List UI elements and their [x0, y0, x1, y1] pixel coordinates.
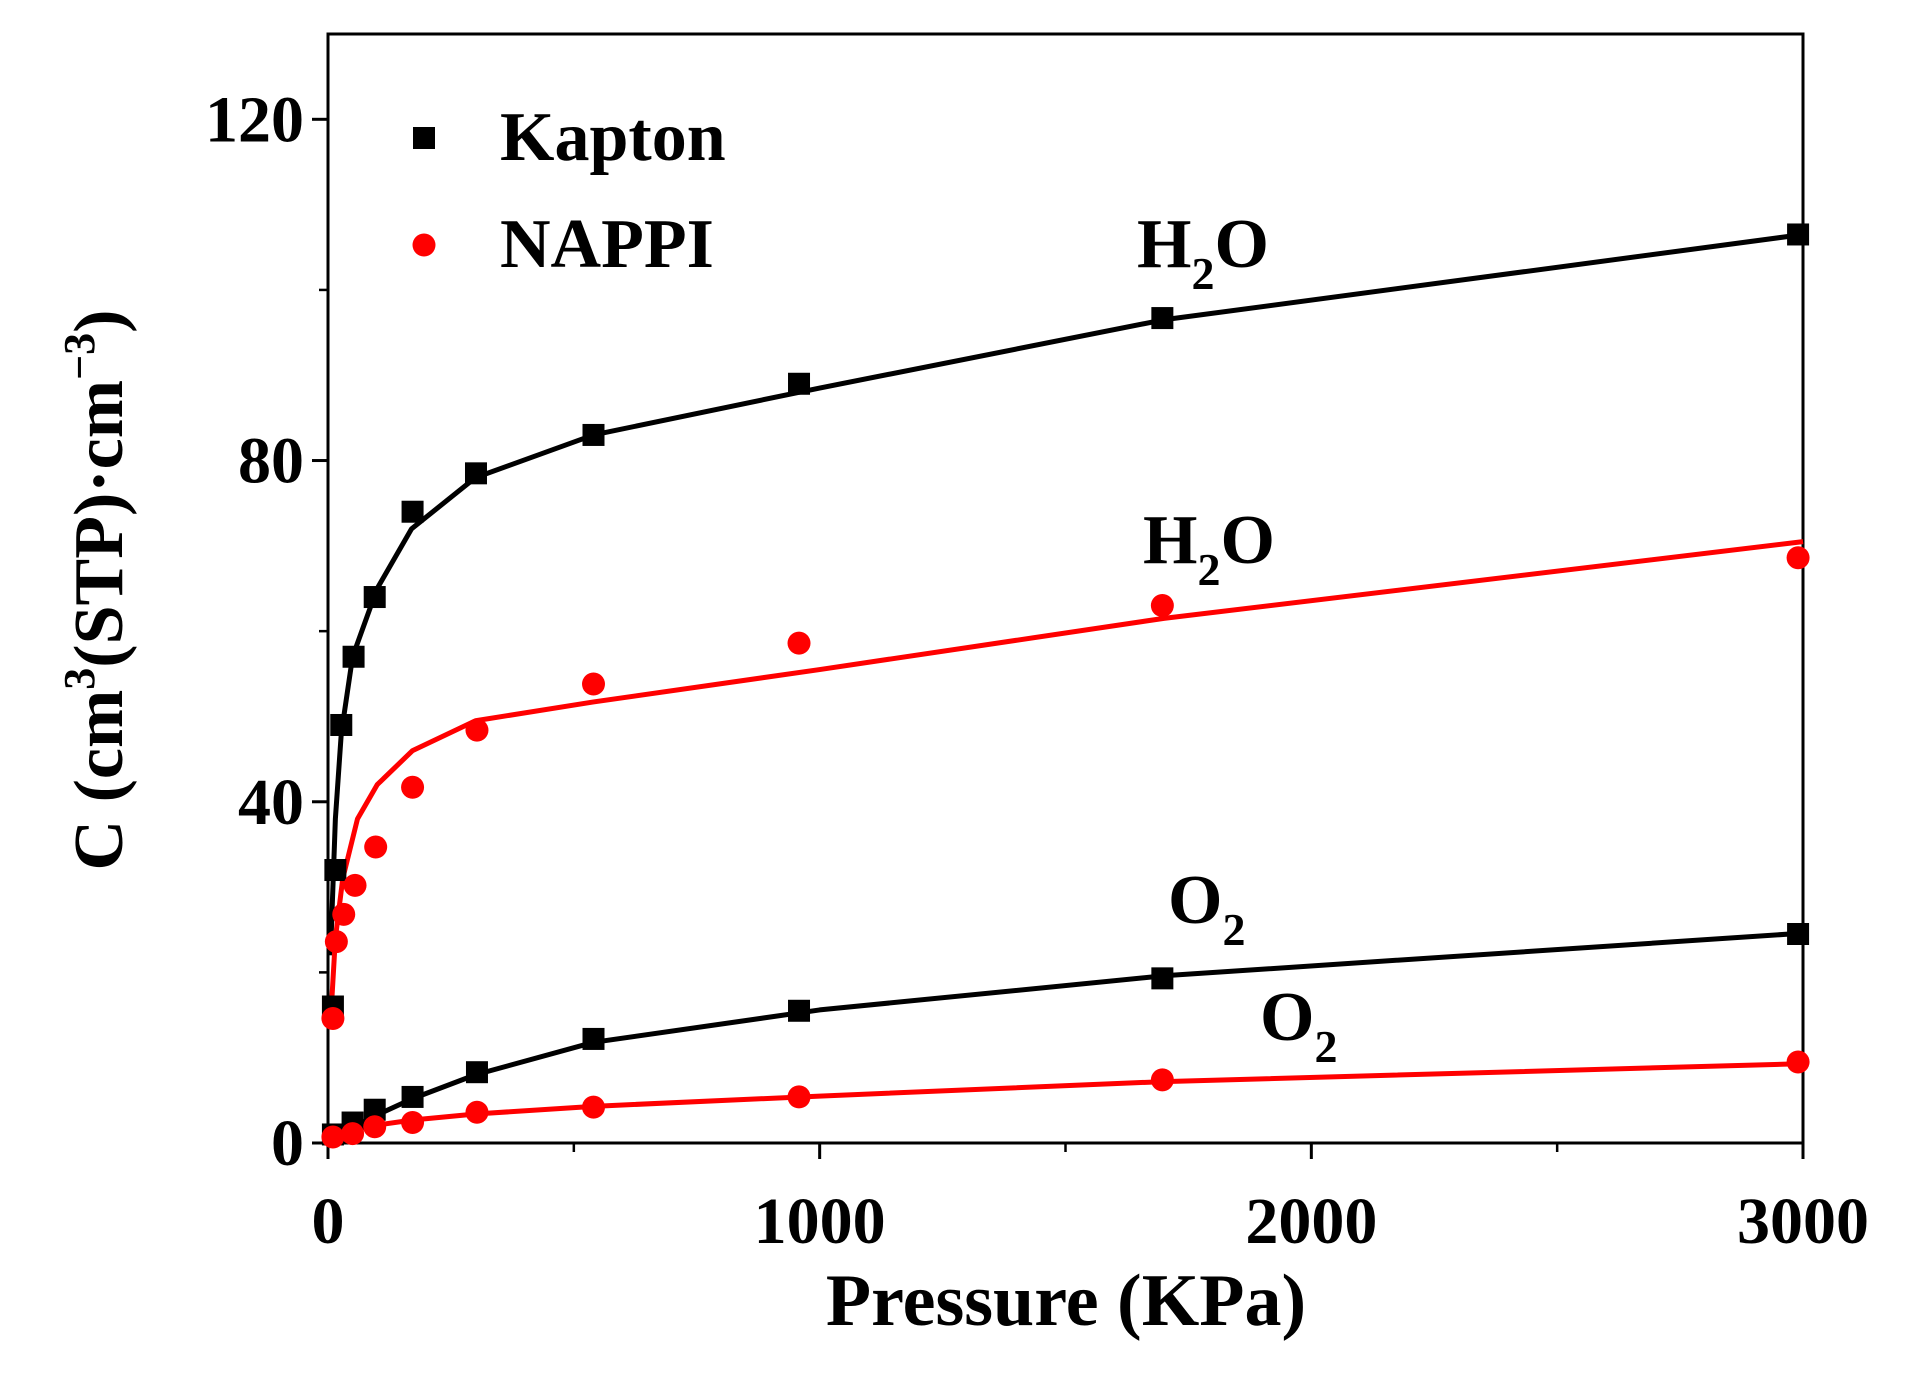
y-tick-label: 120 — [205, 83, 304, 156]
fit-curve — [327, 539, 1804, 1024]
data-point — [321, 1006, 345, 1030]
plot-frame — [326, 32, 1805, 1145]
y-tick-label: 0 — [271, 1107, 304, 1180]
legend-marker — [413, 127, 435, 149]
data-point — [401, 500, 424, 523]
data-point — [582, 672, 605, 696]
data-point — [1151, 967, 1174, 990]
curve-label-part: H — [1143, 502, 1197, 579]
data-point — [401, 775, 425, 799]
curve-label-part: O — [1214, 206, 1268, 283]
curve-label: O2 — [1260, 979, 1337, 1072]
legend-marker — [412, 233, 436, 257]
fit-curve — [329, 1061, 1804, 1146]
curve-label-sub: 2 — [1222, 904, 1245, 955]
data-point — [341, 1122, 365, 1146]
data-point — [1787, 922, 1810, 945]
data-point — [1150, 1068, 1174, 1092]
x-tick-label: 3000 — [1737, 1185, 1869, 1258]
x-axis-label: Pressure (KPa) — [826, 1260, 1306, 1342]
data-point — [1786, 1050, 1810, 1074]
data-point — [582, 1095, 605, 1119]
y-axis-label-sup: −3 — [55, 333, 104, 380]
data-point — [465, 1061, 488, 1084]
y-tick-label: 40 — [238, 766, 304, 839]
curve-label-sub: 2 — [1191, 248, 1214, 299]
fit-curve — [327, 231, 1804, 956]
data-point — [364, 835, 388, 859]
y-axis-label-part: C (cm — [61, 690, 138, 871]
data-point — [363, 586, 386, 609]
data-point — [787, 631, 811, 655]
data-point — [321, 1125, 345, 1149]
data-point — [788, 372, 811, 395]
data-point — [465, 718, 489, 742]
data-point — [324, 859, 347, 882]
y-axis-label-part: ) — [61, 310, 138, 333]
data-point — [582, 423, 605, 446]
data-point — [1150, 594, 1174, 618]
curve-label-part: O — [1168, 862, 1222, 939]
curve-label: H2O — [1137, 206, 1269, 299]
x-tick-label: 1000 — [754, 1185, 886, 1258]
data-point — [1786, 546, 1810, 570]
curve-label-part: O — [1260, 979, 1314, 1056]
data-point — [401, 1085, 424, 1108]
data-point — [788, 999, 811, 1022]
data-point — [464, 462, 487, 485]
curve-label-part: H — [1137, 206, 1191, 283]
data-point — [465, 1100, 489, 1124]
legend-label: Kapton — [500, 99, 726, 176]
data-point — [332, 902, 356, 926]
data-point — [582, 1027, 605, 1050]
curve-label-sub: 2 — [1314, 1021, 1337, 1072]
y-axis-label-sup: 3 — [55, 668, 104, 690]
data-point — [342, 645, 365, 668]
curve-label-sub: 2 — [1197, 544, 1220, 595]
y-axis-label-part: (STP)·cm — [61, 380, 138, 668]
data-point — [401, 1111, 425, 1135]
legend-label: NAPPI — [500, 206, 714, 283]
x-tick-label: 2000 — [1245, 1185, 1377, 1258]
data-point — [343, 873, 367, 897]
curve-label: H2O — [1143, 502, 1275, 595]
data-point — [330, 713, 353, 736]
data-point — [1787, 223, 1810, 246]
curve-label-part: O — [1220, 502, 1274, 579]
data-point — [363, 1098, 386, 1121]
y-tick-label: 80 — [238, 425, 304, 498]
data-point — [324, 930, 348, 954]
data-point — [1151, 307, 1174, 330]
curve-label: O2 — [1168, 862, 1245, 955]
data-point — [363, 1115, 387, 1139]
y-axis-label: C (cm3(STP)·cm−3) — [55, 310, 138, 871]
data-point — [787, 1085, 811, 1109]
x-tick-label: 0 — [312, 1185, 345, 1258]
